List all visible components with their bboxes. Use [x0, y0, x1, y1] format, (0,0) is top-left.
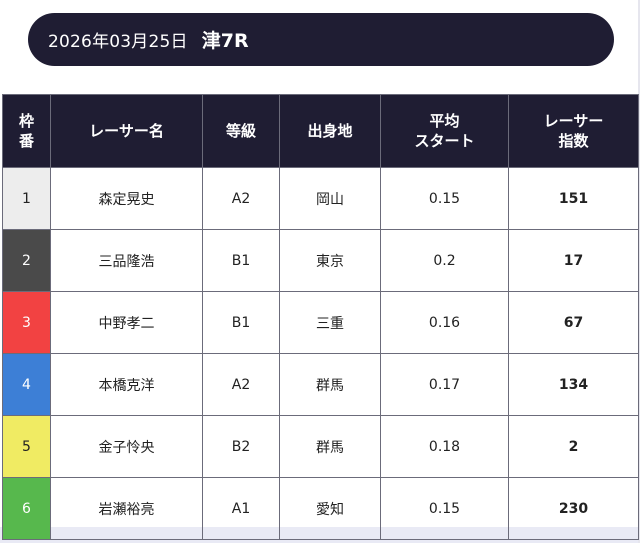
frame-cell-3: 3 — [2, 291, 51, 354]
index-header-line2: 指数 — [558, 132, 589, 150]
racer-grade: A1 — [202, 477, 280, 540]
column-header-start: 平均 スタート — [380, 94, 509, 168]
racer-grade: A2 — [202, 167, 280, 230]
racer-avg-start: 0.2 — [380, 229, 509, 292]
racer-grade: B2 — [202, 415, 280, 478]
racer-origin: 群馬 — [279, 415, 381, 478]
racer-grade: B1 — [202, 229, 280, 292]
table-row: 3 中野孝二 B1 三重 0.16 67 — [2, 291, 639, 354]
racer-grade: A2 — [202, 353, 280, 416]
racer-index: 67 — [508, 291, 639, 354]
racer-avg-start: 0.17 — [380, 353, 509, 416]
start-header-line1: 平均 — [429, 112, 460, 130]
frame-cell-1: 1 — [2, 167, 51, 230]
racer-origin: 岡山 — [279, 167, 381, 230]
frame-header-line1: 枠 — [18, 112, 34, 130]
frame-cell-5: 5 — [2, 415, 51, 478]
racer-index: 2 — [508, 415, 639, 478]
column-header-frame: 枠 番 — [2, 94, 51, 168]
index-header-line1: レーサー — [543, 112, 604, 130]
racer-origin: 東京 — [279, 229, 381, 292]
column-header-grade: 等級 — [202, 94, 280, 168]
start-header-line2: スタート — [414, 132, 475, 150]
racer-name: 本橋克洋 — [50, 353, 203, 416]
racer-index: 17 — [508, 229, 639, 292]
table-row: 1 森定晃史 A2 岡山 0.15 151 — [2, 167, 639, 230]
race-title: 津7R — [201, 30, 249, 52]
table-row: 4 本橋克洋 A2 群馬 0.17 134 — [2, 353, 639, 416]
frame-cell-2: 2 — [2, 229, 51, 292]
page-right-edge — [638, 0, 640, 543]
racer-grade: B1 — [202, 291, 280, 354]
frame-header-line2: 番 — [18, 132, 34, 150]
column-header-name: レーサー名 — [50, 94, 203, 168]
race-header: 2026年03月25日 津7R — [28, 13, 614, 66]
racer-origin: 三重 — [279, 291, 381, 354]
table-row: 5 金子怜央 B2 群馬 0.18 2 — [2, 415, 639, 478]
racer-name: 森定晃史 — [50, 167, 203, 230]
racer-index: 134 — [508, 353, 639, 416]
racer-name: 三品隆浩 — [50, 229, 203, 292]
racer-table: 枠 番 レーサー名 等級 出身地 平均 スタート レーサー 指数 1 森定晃史 … — [2, 94, 639, 540]
racer-origin: 群馬 — [279, 353, 381, 416]
column-header-index: レーサー 指数 — [508, 94, 639, 168]
racer-avg-start: 0.18 — [380, 415, 509, 478]
racer-avg-start: 0.16 — [380, 291, 509, 354]
table-header-row: 枠 番 レーサー名 等級 出身地 平均 スタート レーサー 指数 — [2, 94, 639, 168]
table-row: 2 三品隆浩 B1 東京 0.2 17 — [2, 229, 639, 292]
racer-name: 岩瀬裕亮 — [50, 477, 203, 540]
racer-name: 金子怜央 — [50, 415, 203, 478]
racer-index: 151 — [508, 167, 639, 230]
column-header-origin: 出身地 — [279, 94, 381, 168]
frame-cell-4: 4 — [2, 353, 51, 416]
racer-avg-start: 0.15 — [380, 167, 509, 230]
racer-origin: 愛知 — [279, 477, 381, 540]
frame-cell-6: 6 — [2, 477, 51, 540]
racer-avg-start: 0.15 — [380, 477, 509, 540]
racer-index: 230 — [508, 477, 639, 540]
race-date: 2026年03月25日 — [48, 32, 188, 52]
racer-name: 中野孝二 — [50, 291, 203, 354]
table-row: 6 岩瀬裕亮 A1 愛知 0.15 230 — [2, 477, 639, 540]
